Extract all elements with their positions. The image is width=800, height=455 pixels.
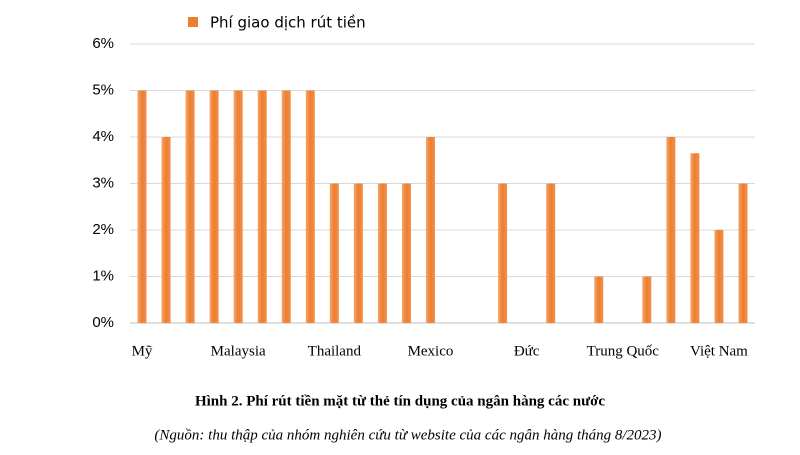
x-tick-label: Thailand xyxy=(308,343,362,359)
bar xyxy=(377,183,387,323)
x-tick-label: Malaysia xyxy=(211,343,266,359)
bar xyxy=(642,276,652,323)
legend-label: Phí giao dịch rút tiền xyxy=(210,14,366,32)
bar xyxy=(185,90,195,323)
bar xyxy=(401,183,411,323)
chart-title: Hình 2. Phí rút tiền mặt từ thẻ tín dụng… xyxy=(195,393,605,409)
x-tick-label: Việt Nam xyxy=(690,343,748,359)
x-tick-label: Trung Quốc xyxy=(587,343,660,359)
x-tick-label: Đức xyxy=(514,343,540,359)
bar xyxy=(738,183,748,323)
y-tick-label: 4% xyxy=(92,128,114,145)
bar xyxy=(233,90,243,323)
y-tick-label: 0% xyxy=(92,314,114,331)
y-tick-label: 2% xyxy=(92,221,114,238)
bar xyxy=(690,153,700,323)
bar xyxy=(714,230,724,323)
bar xyxy=(281,90,291,323)
bar xyxy=(137,90,147,323)
bar xyxy=(546,183,556,323)
x-tick-label: Mỹ xyxy=(132,343,153,359)
x-tick-label: Mexico xyxy=(408,343,454,359)
bar xyxy=(353,183,363,323)
y-tick-label: 5% xyxy=(92,81,114,98)
legend-swatch xyxy=(188,17,198,27)
y-tick-label: 6% xyxy=(92,35,114,52)
bar xyxy=(666,137,676,323)
bar xyxy=(257,90,267,323)
bar xyxy=(209,90,219,323)
chart-source: (Nguồn: thu thập của nhóm nghiên cứu từ … xyxy=(154,427,661,443)
y-tick-label: 3% xyxy=(92,174,114,191)
bar xyxy=(305,90,315,323)
bar xyxy=(425,137,435,323)
bar xyxy=(498,183,508,323)
bar xyxy=(329,183,339,323)
y-tick-label: 1% xyxy=(92,267,114,284)
bar xyxy=(594,276,604,323)
bar xyxy=(161,137,171,323)
